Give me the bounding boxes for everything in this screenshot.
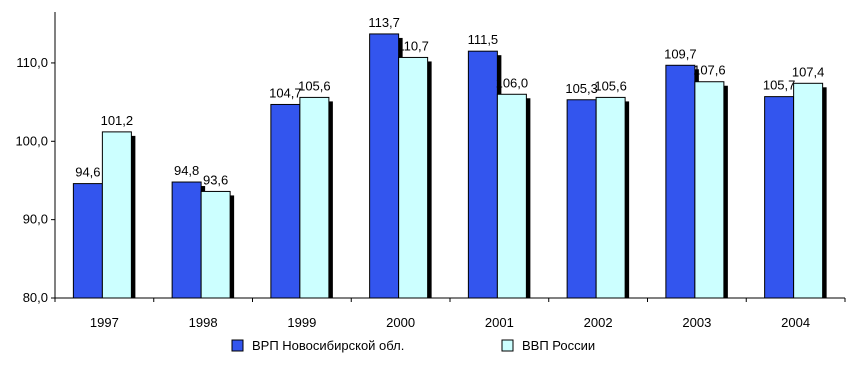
bar-vvp-2003 — [695, 82, 724, 298]
x-tick-label-1999: 1999 — [287, 315, 316, 330]
data-label-vrp-1997: 94,6 — [75, 165, 100, 180]
data-label-vvp-1999: 105,6 — [298, 78, 331, 93]
data-label-vrp-2001: 111,5 — [468, 32, 499, 47]
data-label-vvp-1998: 93,6 — [203, 172, 228, 187]
x-tick-label-2001: 2001 — [485, 315, 514, 330]
legend-swatch-vvp-russia — [502, 340, 513, 351]
legend: ВРП Новосибирской обл. ВВП России — [232, 338, 595, 353]
bar-vrp-2003 — [666, 65, 695, 298]
x-tick-label-2002: 2002 — [584, 315, 613, 330]
data-label-vrp-1998: 94,8 — [174, 163, 199, 178]
bar-vrp-1997 — [73, 184, 102, 298]
data-label-vrp-2002: 105,3 — [565, 81, 598, 96]
x-tick-label-2004: 2004 — [781, 315, 810, 330]
bar-vrp-1998 — [172, 182, 201, 298]
data-label-vrp-1999: 104,7 — [269, 85, 302, 100]
x-tick-label-2000: 2000 — [386, 315, 415, 330]
data-label-vvp-2000: 110,7 — [397, 38, 429, 53]
y-tick-label-3: 110,0 — [16, 55, 48, 70]
bar-vvp-1999 — [300, 97, 329, 298]
bar-vrp-1999 — [271, 104, 300, 298]
bar-vvp-1997 — [102, 132, 131, 298]
bar-vvp-2000 — [399, 57, 428, 298]
data-label-vvp-1997: 101,2 — [101, 113, 134, 128]
bar-vvp-2002 — [596, 97, 625, 298]
data-label-vvp-2004: 107,4 — [792, 64, 825, 79]
bar-vrp-2004 — [765, 97, 794, 298]
bar-vrp-2000 — [370, 34, 399, 298]
y-tick-label-2: 100,0 — [15, 133, 48, 148]
bar-vvp-1998 — [201, 191, 230, 298]
data-label-vvp-2003: 107,6 — [693, 63, 726, 78]
x-tick-label-1998: 1998 — [189, 315, 218, 330]
bar-vvp-2001 — [497, 94, 526, 298]
legend-label-vrp-novosibirsk: ВРП Новосибирской обл. — [252, 338, 404, 353]
y-tick-label-0: 80,0 — [23, 290, 48, 305]
legend-label-vvp-russia: ВВП России — [522, 338, 595, 353]
legend-swatch-vrp-novosibirsk — [232, 340, 243, 351]
x-tick-label-2003: 2003 — [682, 315, 711, 330]
x-tick-label-1997: 1997 — [90, 315, 119, 330]
bar-vvp-2004 — [794, 83, 823, 298]
y-tick-label-1: 90,0 — [23, 212, 48, 227]
data-label-vvp-2001: 106,0 — [496, 75, 529, 90]
data-label-vvp-2002: 105,6 — [594, 78, 627, 93]
data-label-vrp-2000: 113,7 — [368, 15, 400, 30]
data-label-vrp-2003: 109,7 — [664, 46, 697, 61]
bar-vrp-2001 — [468, 51, 497, 298]
data-label-vrp-2004: 105,7 — [763, 78, 796, 93]
bar-vrp-2002 — [567, 100, 596, 298]
